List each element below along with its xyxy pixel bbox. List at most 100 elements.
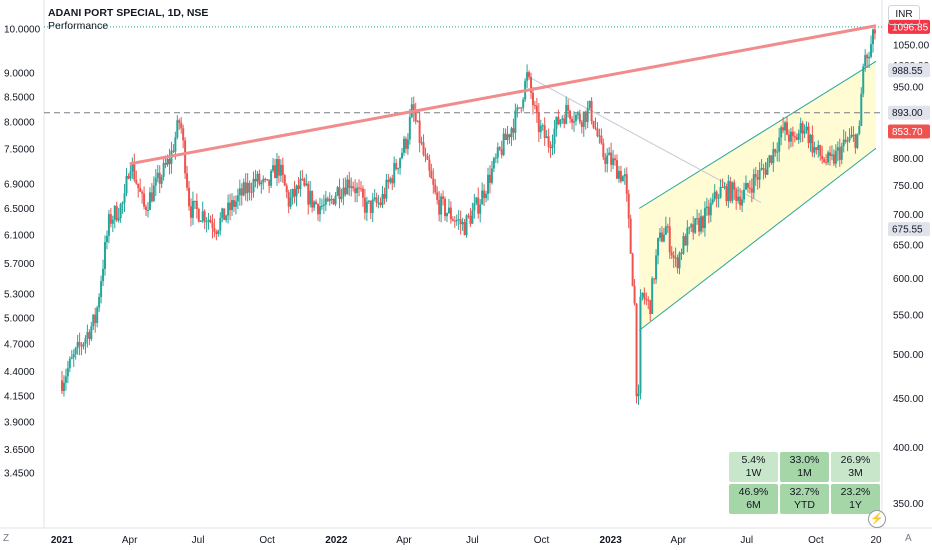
candle-body xyxy=(836,147,839,151)
candle-body xyxy=(776,151,779,153)
candle-body xyxy=(490,168,493,183)
candle-body xyxy=(598,135,601,137)
candle-body xyxy=(154,177,157,186)
candle-body xyxy=(90,326,93,340)
candle-body xyxy=(475,197,478,204)
candle-body xyxy=(637,393,640,397)
candle-body xyxy=(582,111,585,127)
candle-body xyxy=(309,190,312,205)
candle-body xyxy=(733,182,736,190)
candle-body xyxy=(526,72,529,81)
candle-body xyxy=(168,158,171,164)
candle-body xyxy=(381,193,384,206)
candle-body xyxy=(533,105,536,107)
candle-body xyxy=(195,200,198,210)
candle-body xyxy=(395,163,398,170)
performance-axis-tick: 8.0000 xyxy=(4,118,35,129)
time-axis-tick: 2022 xyxy=(325,535,348,546)
candle-body xyxy=(373,197,376,200)
candle-body xyxy=(133,162,136,180)
candle-body xyxy=(326,198,329,202)
candle-body xyxy=(830,154,833,156)
candle-body xyxy=(479,204,482,214)
candle-body xyxy=(232,199,235,207)
candle-body xyxy=(573,121,576,123)
candle-body xyxy=(758,169,761,180)
candle-body xyxy=(275,159,278,179)
candle-body xyxy=(272,165,275,171)
candle-body xyxy=(92,314,95,327)
candle-body xyxy=(600,135,603,144)
candle-body xyxy=(467,215,470,217)
candle-body xyxy=(102,268,105,282)
candle-body xyxy=(215,231,218,234)
currency-button[interactable]: INR xyxy=(888,5,920,25)
candle-body xyxy=(315,201,318,205)
candle-body xyxy=(129,171,132,179)
candle-body xyxy=(397,168,400,170)
candle-body xyxy=(635,303,638,397)
candle-body xyxy=(406,139,409,149)
candle-body xyxy=(303,178,306,186)
candle-body xyxy=(80,345,83,347)
candle-body xyxy=(221,208,224,219)
candle-body xyxy=(512,128,515,133)
candle-body xyxy=(166,158,169,165)
candle-body xyxy=(799,123,802,134)
candle-body xyxy=(412,104,415,113)
candle-body xyxy=(369,200,372,213)
candle-body xyxy=(787,134,790,142)
candle-body xyxy=(422,142,425,155)
candle-body xyxy=(146,209,149,211)
performance-axis-tick: 5.3000 xyxy=(4,289,35,300)
candle-body xyxy=(801,123,804,134)
time-axis-tick: Apr xyxy=(122,535,138,546)
candle-body xyxy=(354,188,357,194)
candle-body xyxy=(401,152,404,159)
candle-body xyxy=(764,169,767,175)
candle-body xyxy=(827,152,830,163)
candle-body xyxy=(469,215,472,224)
performance-axis-tick: 7.5000 xyxy=(4,145,35,156)
candle-body xyxy=(164,163,167,165)
time-axis-tick: Oct xyxy=(808,535,824,546)
candle-body xyxy=(86,332,89,339)
candle-body xyxy=(807,126,810,144)
candle-body xyxy=(723,186,726,188)
candle-body xyxy=(782,127,785,131)
performance-axis-tick: 3.6500 xyxy=(4,445,35,456)
symbol-label: ADANI PORT SPECIAL, 1D, NSE xyxy=(48,7,209,19)
candle-body xyxy=(760,167,763,170)
price-axis-tick: 750.00 xyxy=(893,181,924,192)
candle-body xyxy=(117,218,120,221)
candle-body xyxy=(721,186,724,188)
candle-body xyxy=(854,134,857,148)
candle-body xyxy=(383,193,386,199)
candle-body xyxy=(707,206,710,216)
candle-body xyxy=(307,183,310,205)
candle-body xyxy=(424,154,427,157)
candle-body xyxy=(121,202,124,205)
auto-scale-button[interactable]: A xyxy=(905,533,912,544)
perf-period: 1M xyxy=(797,467,812,479)
candle-body xyxy=(744,183,747,190)
lightning-icon[interactable]: ⚡ xyxy=(868,510,886,528)
candle-body xyxy=(426,156,429,160)
candle-body xyxy=(483,190,486,199)
candle-body xyxy=(791,131,794,137)
candle-body xyxy=(137,183,140,188)
candle-body xyxy=(445,213,448,217)
time-axis-tick: Jul xyxy=(466,535,479,546)
candle-body xyxy=(96,307,99,323)
candle-body xyxy=(150,192,153,202)
time-axis-tick: 20 xyxy=(870,535,882,546)
candle-body xyxy=(295,185,298,197)
candle-body xyxy=(420,142,423,144)
zoom-button[interactable]: Z xyxy=(3,533,10,544)
candle-body xyxy=(586,107,589,123)
candle-body xyxy=(645,299,648,301)
candle-body xyxy=(852,134,855,136)
candle-body xyxy=(356,187,359,194)
candle-body xyxy=(203,211,206,222)
